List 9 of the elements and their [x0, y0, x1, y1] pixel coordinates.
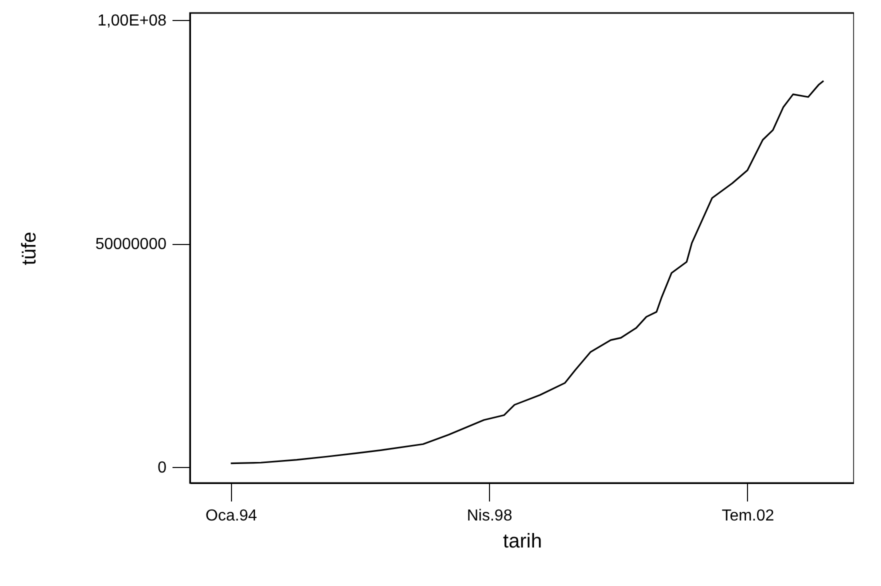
- x-tick-label: Nis.98: [466, 508, 512, 524]
- x-axis-title: tarih: [503, 530, 542, 552]
- y-tick-label: 1,00E+08: [98, 12, 167, 30]
- x-tick-label: Oca.94: [205, 508, 258, 524]
- line-series: [230, 80, 824, 464]
- y-tick-label: 50000000: [95, 236, 167, 254]
- y-tick-label: 0: [158, 459, 167, 476]
- x-tick-label: Tem.02: [722, 508, 774, 524]
- y-axis-title: tüfe: [18, 232, 40, 266]
